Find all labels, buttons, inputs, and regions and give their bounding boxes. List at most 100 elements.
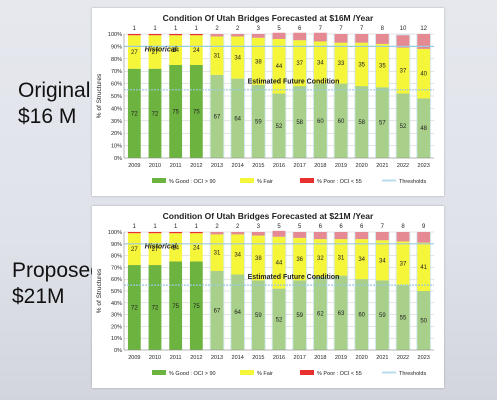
- data-label-fair: 27: [131, 247, 138, 253]
- y-tick-label: 10%: [111, 336, 122, 342]
- y-tick-label: 100%: [108, 32, 122, 38]
- legend-label: % Good : OCI > 90: [169, 179, 216, 185]
- y-tick-label: 80%: [111, 57, 122, 63]
- x-tick-label: 2016: [273, 355, 285, 361]
- x-tick-label: 2013: [211, 163, 223, 169]
- bar-fair: [272, 236, 286, 289]
- bar-good: [251, 280, 265, 350]
- bar-fair: [127, 35, 141, 69]
- data-label-fair: 33: [338, 61, 345, 67]
- data-label-poor: 1: [133, 224, 137, 230]
- x-tick-label: 2015: [252, 355, 264, 361]
- data-label-fair: 44: [276, 64, 283, 70]
- bar-poor: [231, 34, 245, 37]
- data-label-fair: 37: [400, 69, 407, 75]
- data-label-fair: 27: [152, 50, 159, 56]
- data-label-fair: 40: [420, 72, 427, 78]
- x-tick-label: 2023: [418, 355, 430, 361]
- x-tick-label: 2018: [314, 163, 326, 169]
- label-line: $16 M: [18, 105, 77, 128]
- x-tick-label: 2018: [314, 355, 326, 361]
- data-label-fair: 31: [214, 54, 221, 60]
- bar-good: [127, 68, 141, 158]
- legend-label: % Poor : OCI < 55: [317, 371, 362, 377]
- bar-fair: [189, 35, 203, 65]
- legend-swatch: [152, 178, 166, 183]
- x-tick-label: 2012: [190, 355, 202, 361]
- legend-label: Thresholds: [399, 179, 426, 185]
- bar-poor: [313, 32, 327, 42]
- data-label-poor: 1: [174, 224, 178, 230]
- legend-swatch: [300, 370, 314, 375]
- data-label-fair: 37: [400, 261, 407, 267]
- y-tick-label: 10%: [111, 144, 122, 150]
- data-label-poor: 2: [236, 224, 240, 230]
- data-label-good: 55: [400, 316, 407, 322]
- y-tick-label: 100%: [108, 230, 122, 236]
- chart-16m: Condition Of Utah Bridges Forecasted at …: [96, 13, 434, 185]
- data-label-poor: 3: [257, 224, 261, 230]
- bar-good: [313, 83, 327, 158]
- x-tick-label: 2019: [335, 163, 347, 169]
- bar-fair: [375, 43, 389, 88]
- x-tick-label: 2009: [128, 355, 140, 361]
- data-label-good: 62: [317, 311, 324, 317]
- data-label-poor: 1: [153, 224, 157, 230]
- bar-poor: [189, 232, 203, 234]
- data-label-poor: 7: [319, 26, 323, 32]
- bar-poor: [272, 32, 286, 39]
- data-label-good: 59: [296, 313, 303, 319]
- bar-fair: [251, 37, 265, 85]
- bar-poor: [396, 232, 410, 242]
- data-label-poor: 2: [236, 26, 240, 32]
- legend-label: % Fair: [257, 179, 273, 185]
- x-tick-label: 2011: [170, 163, 182, 169]
- data-label-poor: 5: [277, 224, 281, 230]
- data-label-good: 50: [420, 319, 427, 325]
- data-label-good: 75: [172, 110, 179, 116]
- data-label-poor: 7: [360, 26, 364, 32]
- data-label-good: 64: [234, 116, 241, 122]
- bar-good: [293, 280, 307, 350]
- bar-good: [334, 275, 348, 350]
- data-label-fair: 31: [214, 251, 221, 257]
- data-label-fair: 24: [172, 245, 179, 251]
- bar-poor: [417, 34, 431, 49]
- y-axis-label: % of Structures: [96, 268, 103, 313]
- bar-fair: [417, 242, 431, 291]
- bar-poor: [334, 34, 348, 43]
- label-line: Original: [18, 79, 91, 102]
- data-label-good: 60: [338, 119, 345, 125]
- data-label-good: 60: [358, 313, 365, 319]
- data-label-fair: 32: [317, 256, 324, 262]
- bar-poor: [169, 34, 183, 36]
- data-label-poor: 6: [360, 224, 364, 230]
- legend-label: % Good : OCI > 90: [169, 371, 216, 377]
- data-label-poor: 9: [422, 224, 426, 230]
- data-label-good: 59: [255, 313, 262, 319]
- data-label-poor: 1: [153, 26, 157, 32]
- y-tick-label: 90%: [111, 242, 122, 248]
- data-label-poor: 6: [339, 224, 343, 230]
- label-line: $21M: [12, 285, 65, 308]
- annotation-future: Estimated Future Condition: [248, 274, 340, 281]
- bar-fair: [313, 239, 327, 277]
- bar-good: [355, 279, 369, 350]
- bar-good: [169, 261, 183, 350]
- bar-poor: [293, 32, 307, 41]
- data-label-good: 58: [358, 120, 365, 126]
- data-label-poor: 5: [298, 224, 302, 230]
- data-label-poor: 3: [257, 26, 261, 32]
- legend-swatch: [240, 370, 254, 375]
- data-label-fair: 24: [172, 48, 179, 54]
- bar-fair: [396, 241, 410, 286]
- bar-fair: [293, 40, 307, 87]
- x-tick-label: 2014: [232, 355, 244, 361]
- data-label-fair: 34: [379, 258, 386, 264]
- data-label-good: 59: [379, 313, 386, 319]
- x-tick-label: 2015: [252, 163, 264, 169]
- bar-good: [272, 288, 286, 350]
- bar-fair: [334, 42, 348, 84]
- bar-good: [334, 83, 348, 158]
- data-label-good: 75: [193, 110, 200, 116]
